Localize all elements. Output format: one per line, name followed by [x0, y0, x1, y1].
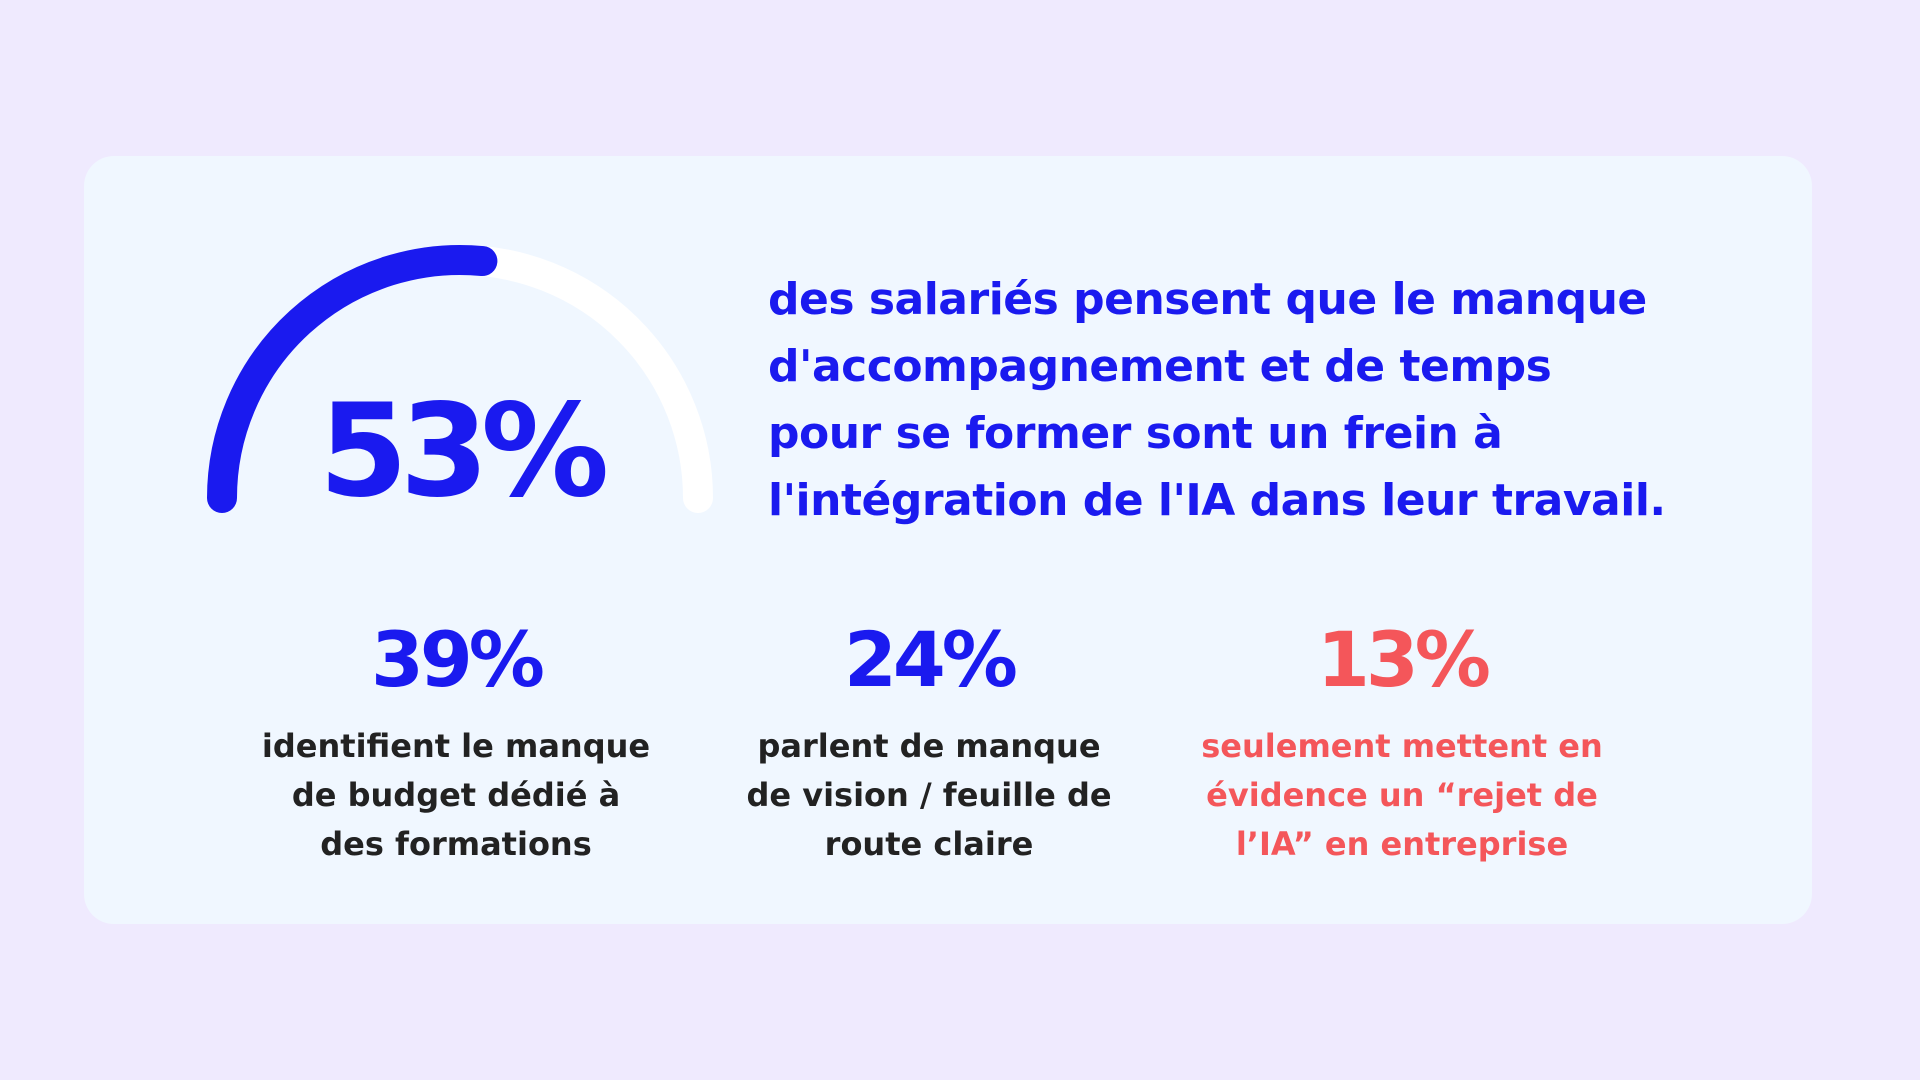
headline-line: des salariés pensent que le manque [768, 274, 1647, 325]
stat-description-line: des formations [320, 825, 592, 863]
stat-description-line: évidence un “rejet de [1206, 776, 1598, 814]
headline-line: d'accompagnement et de temps [768, 341, 1552, 392]
headline-line: pour se former sont un frein à [768, 408, 1503, 459]
headline: des salariés pensent que le manque d'acc… [768, 266, 1748, 534]
gauge-fill [207, 245, 498, 513]
headline-line: l'intégration de l'IA dans leur travail. [768, 475, 1666, 526]
stat-value: 39% [371, 615, 545, 704]
stat-description: seulement mettent en évidence un “rejet … [1182, 722, 1622, 869]
stat-budget: 39% identifient le manque de budget dédi… [236, 618, 676, 869]
stat-value: 24% [844, 615, 1018, 704]
stat-description-line: l’IA” en entreprise [1235, 825, 1569, 863]
stat-description-line: identifient le manque [261, 727, 651, 765]
stat-rejection: 13% seulement mettent en évidence un “re… [1182, 618, 1622, 869]
stat-description-line: parlent de manque [757, 727, 1101, 765]
stat-description-line: route claire [824, 825, 1034, 863]
stat-value: 13% [1317, 615, 1491, 704]
stat-description-line: de budget dédié à [291, 776, 621, 814]
stat-vision: 24% parlent de manque de vision / feuill… [709, 618, 1149, 869]
stat-description-line: de vision / feuille de [746, 776, 1112, 814]
stat-description: parlent de manque de vision / feuille de… [709, 722, 1149, 869]
gauge-value: 53% [318, 377, 609, 526]
stat-description: identifient le manque de budget dédié à … [236, 722, 676, 869]
stat-description-line: seulement mettent en [1201, 727, 1603, 765]
gauge [207, 245, 713, 513]
